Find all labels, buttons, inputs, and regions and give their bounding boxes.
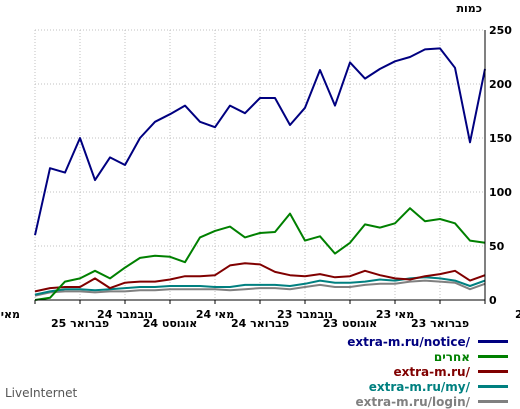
y-tick-label: 50	[489, 240, 505, 253]
brand-label: LiveInternet	[5, 386, 78, 400]
x-tick-label: פברואר 23	[411, 317, 469, 330]
series-line	[34, 276, 486, 296]
y-tick-label: 150	[489, 132, 512, 145]
x-tick-label: מאי 24	[196, 308, 234, 321]
legend-item: extra-m.ru/login/	[347, 394, 508, 409]
y-tick-label: 200	[489, 78, 512, 91]
x-tick-label: אוגוסט 23	[323, 317, 378, 330]
legend-swatch	[478, 400, 508, 403]
series-line	[34, 279, 486, 297]
legend: extra-m.ru/notice/אחרים extra-m.ru/extra-…	[347, 334, 508, 409]
series-line	[34, 47, 486, 236]
legend-swatch	[478, 370, 508, 373]
legend-label: extra-m.ru/login/	[355, 394, 470, 409]
legend-swatch	[478, 385, 508, 388]
x-tick-label: פברואר 25	[51, 317, 109, 330]
x-tick-label: מאי 23	[376, 308, 414, 321]
y-tick-labels: 0 50 100 150 200 250	[489, 24, 512, 307]
x-tick-label: נובמבר 24	[97, 308, 153, 321]
legend-label: אחרים	[433, 349, 470, 364]
y-tick-label: 100	[489, 186, 512, 199]
series-line	[34, 262, 486, 293]
x-tick-label: נובמבר 23	[277, 308, 333, 321]
legend-label: extra-m.ru/	[393, 364, 470, 379]
legend-item: אחרים	[347, 349, 508, 364]
series-line	[34, 207, 486, 301]
y-tick-label: 250	[489, 24, 512, 37]
y-tick-label: 0	[489, 294, 497, 307]
x-tick-label: נובמבר 22	[515, 308, 520, 321]
x-tick-label: מאי 25	[0, 308, 20, 321]
legend-label: extra-m.ru/my/	[368, 379, 470, 394]
legend-swatch	[478, 355, 508, 358]
y-axis-label: כמות	[457, 2, 482, 15]
series-layer	[34, 47, 486, 301]
legend-item: extra-m.ru/notice/	[347, 334, 508, 349]
legend-swatch	[478, 340, 508, 343]
legend-item: extra-m.ru/	[347, 364, 508, 379]
x-tick-label: אוגוסט 24	[143, 317, 198, 330]
legend-label: extra-m.ru/notice/	[347, 334, 470, 349]
legend-item: extra-m.ru/my/	[347, 379, 508, 394]
x-tick-label: פברואר 24	[231, 317, 289, 330]
